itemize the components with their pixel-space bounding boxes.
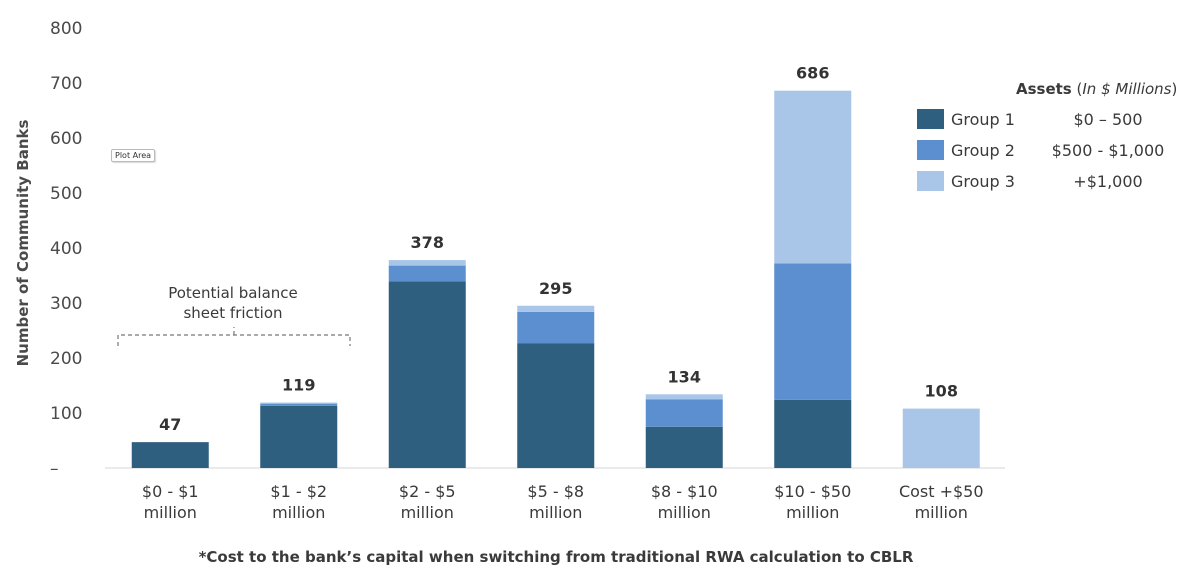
y-tick-label: 700 [50, 74, 82, 94]
y-tick-label: – [50, 459, 59, 479]
y-axis: – 100 200 300 400 500 600 700 800 [50, 19, 82, 479]
x-axis-labels: $0 - $1 million $1 - $2 million $2 - $5 milli… [142, 482, 984, 522]
legend-range: $0 – 500 [1073, 110, 1142, 129]
bar-segment-1 [645, 426, 723, 468]
bar-segment-3 [774, 90, 852, 264]
legend-range: +$1,000 [1073, 172, 1142, 191]
plot-area-tag: Plot Area [111, 149, 156, 162]
legend-range: $500 - $1,000 [1052, 141, 1165, 160]
y-tick-label: 200 [50, 349, 82, 369]
legend-swatch [917, 109, 944, 129]
bar-segment-1 [517, 343, 595, 468]
y-tick-label: 300 [50, 294, 82, 314]
x-tick-label: $10 - $50 [774, 482, 851, 501]
bar-segment-2 [645, 399, 723, 427]
x-tick-label: million [272, 503, 325, 522]
data-label: 108 [925, 382, 958, 401]
bar-segment-3 [388, 260, 466, 266]
y-axis-title: Number of Community Banks [14, 120, 32, 367]
bar-segment-1 [260, 405, 338, 468]
data-label: 295 [539, 279, 572, 298]
x-tick-label: $8 - $10 [651, 482, 718, 501]
x-tick-label: $5 - $8 [527, 482, 584, 501]
x-tick-label: million [786, 503, 839, 522]
x-tick-label: $2 - $5 [399, 482, 456, 501]
data-label: 47 [159, 415, 181, 434]
bar-segment-3 [902, 408, 980, 468]
bar-segment-1 [774, 399, 852, 468]
bar-segment-2 [517, 311, 595, 344]
legend-swatch [917, 140, 944, 160]
bar-segment-2 [260, 403, 338, 406]
x-tick-label: $1 - $2 [270, 482, 327, 501]
legend-label: Group 3 [951, 172, 1015, 191]
bar-segment-2 [774, 263, 852, 400]
legend-title: Assets (In $ Millions) [1016, 80, 1177, 98]
footnote: *Cost to the bank’s capital when switchi… [199, 548, 914, 566]
bar-segment-1 [131, 442, 209, 468]
bar-segment-3 [260, 402, 338, 404]
bar-segment-1 [388, 281, 466, 468]
y-tick-label: 400 [50, 239, 82, 259]
x-tick-label: Cost +$50 [899, 482, 984, 501]
legend-label: Group 1 [951, 110, 1015, 129]
data-label: 119 [282, 376, 315, 395]
x-tick-label: million [658, 503, 711, 522]
annotation-bracket [117, 327, 351, 346]
bar-segment-3 [645, 394, 723, 400]
y-tick-label: 500 [50, 184, 82, 204]
data-label: 378 [411, 233, 444, 252]
legend: Assets (In $ Millions) Group 1 $0 – 500 Gr… [917, 80, 1177, 191]
x-tick-label: million [915, 503, 968, 522]
bar-segment-3 [517, 305, 595, 312]
y-tick-label: 100 [50, 404, 82, 424]
legend-swatch [917, 171, 944, 191]
bar-segment-2 [388, 265, 466, 282]
y-tick-label: 600 [50, 129, 82, 149]
data-labels: 47 119 378 295 134 686 108 [159, 64, 958, 434]
bars [131, 90, 980, 468]
y-tick-label: 800 [50, 19, 82, 39]
x-tick-label: million [529, 503, 582, 522]
legend-label: Group 2 [951, 141, 1015, 160]
x-tick-label: $0 - $1 [142, 482, 199, 501]
annotation-line-2: sheet friction [183, 304, 282, 322]
x-tick-label: million [144, 503, 197, 522]
data-label: 134 [668, 367, 701, 386]
x-tick-label: million [401, 503, 454, 522]
annotation-line-1: Potential balance [168, 284, 298, 302]
data-label: 686 [796, 64, 829, 83]
annotation: Potential balance sheet friction [117, 284, 351, 346]
